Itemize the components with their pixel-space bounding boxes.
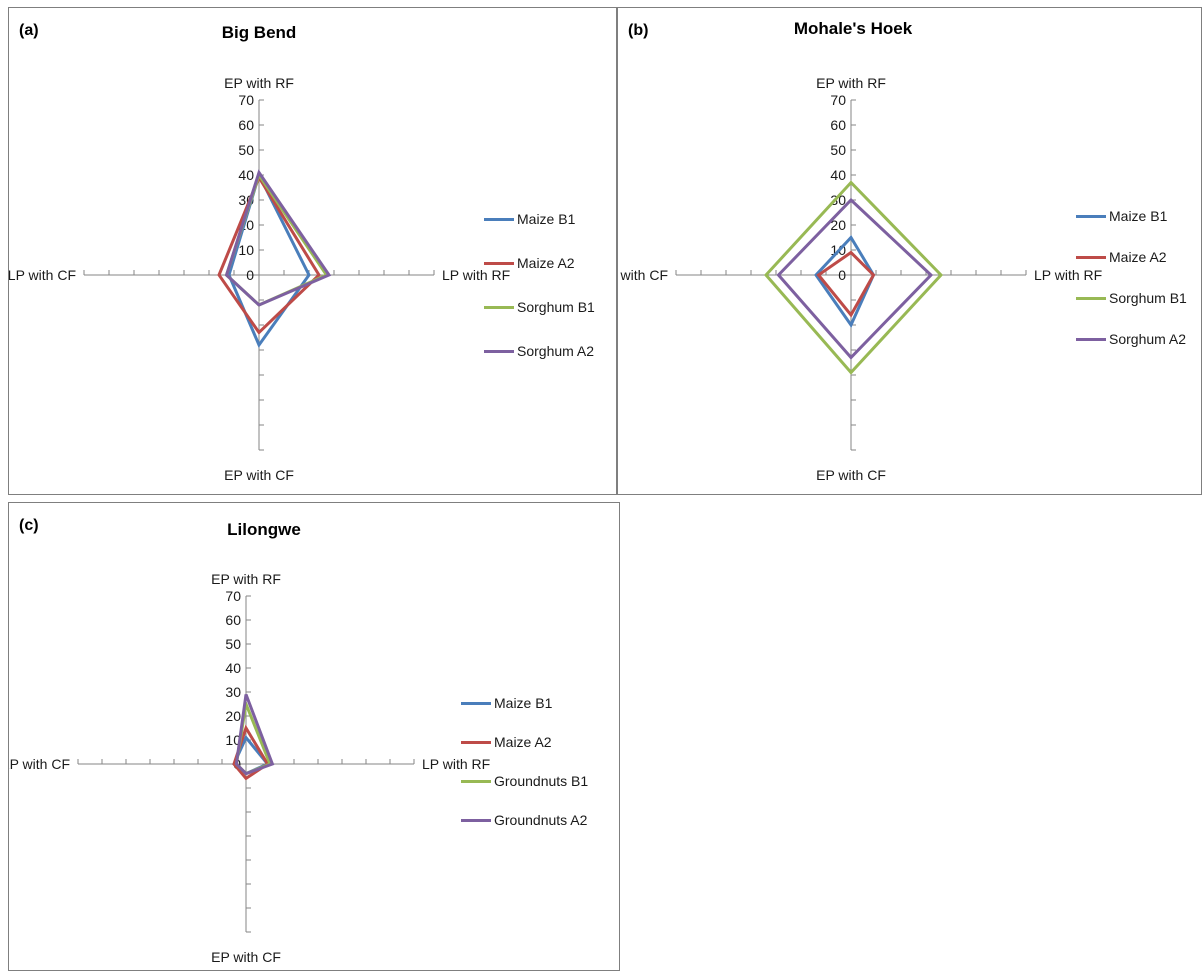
legend-label: Groundnuts B1 (494, 773, 589, 789)
legend-item: Sorghum B1 (1076, 290, 1187, 310)
axis-label-lp-with-rf: LP with RF (422, 756, 490, 772)
legend-item: Sorghum B1 (484, 299, 595, 319)
legend-item: Maize A2 (461, 734, 552, 754)
tick-label: 20 (225, 708, 241, 724)
legend-item: Groundnuts B1 (461, 773, 588, 793)
legend-swatch (1076, 255, 1106, 259)
axis-label-ep-with-rf: EP with RF (224, 75, 294, 91)
legend-swatch (484, 217, 514, 221)
axis-label-ep-with-cf: EP with CF (211, 949, 281, 965)
legend-swatch (461, 701, 491, 705)
legend-swatch (484, 261, 514, 265)
radar-panel-lilongwe: (c) Lilongwe 0 10 20 30 40 50 60 70 EP with RF LP… (8, 502, 620, 971)
tick-label: 50 (225, 636, 241, 652)
series-sorghum-a2 (776, 197, 934, 360)
series-groundnuts-a2 (234, 693, 275, 776)
legend-swatch (1076, 296, 1106, 300)
axis-label-ep-with-cf: EP with CF (816, 467, 886, 483)
axis-label-lp-with-cf: LP with CF (9, 267, 76, 283)
tick-label: 40 (238, 167, 254, 183)
legend-swatch (484, 349, 514, 353)
legend-swatch (461, 779, 491, 783)
axis-label-ep-with-cf: EP with CF (224, 467, 294, 483)
tick-label: 30 (225, 684, 241, 700)
radar-panel-mohales-hoek: (b) Mohale's Hoek 0 10 20 30 40 50 60 70 EP with… (617, 7, 1202, 495)
tick-label: 10 (238, 242, 254, 258)
axis-label-lp-with-rf: LP with RF (1034, 267, 1102, 283)
chart-title: Big Bend (221, 23, 297, 42)
axis-label-lp-with-rf: LP with RF (442, 267, 510, 283)
radar-panel-big-bend: (a) Big Bend 0 10 20 30 40 50 60 70 EP with RF LP… (8, 7, 617, 495)
legend-swatch (461, 818, 491, 822)
legend-label: Sorghum B1 (1109, 290, 1187, 306)
legend-label: Sorghum A2 (517, 343, 595, 359)
tick-label: 70 (830, 92, 846, 108)
panel-label: (c) (19, 517, 39, 534)
tick-label: 20 (830, 217, 846, 233)
tick-label: 30 (830, 192, 846, 208)
tick-label: 0 (246, 267, 254, 283)
panel-label: (a) (19, 22, 39, 39)
axis-label-ep-with-rf: EP with RF (211, 571, 281, 587)
axis-label-lp-with-cf: LP with CF (9, 756, 70, 772)
legend-label: Maize A2 (1109, 249, 1167, 265)
tick-label: 60 (830, 117, 846, 133)
tick-label: 50 (238, 142, 254, 158)
legend-label: Maize A2 (517, 255, 575, 271)
legend-item: Maize A2 (1076, 249, 1167, 269)
tick-label: 40 (225, 660, 241, 676)
legend-item: Groundnuts A2 (461, 812, 587, 832)
series-maize-a2 (816, 250, 876, 318)
tick-label: 10 (225, 732, 241, 748)
legend-item: Maize B1 (1076, 208, 1167, 228)
series-maize-b1 (814, 235, 876, 329)
chart-title: Mohale's Hoek (793, 19, 913, 38)
tick-label: 40 (830, 167, 846, 183)
chart-title: Lilongwe (227, 520, 301, 539)
legend-item: Maize A2 (484, 255, 575, 275)
panel-label: (b) (628, 22, 649, 39)
tick-label: 70 (225, 588, 241, 604)
legend-label: Maize B1 (494, 695, 553, 711)
tick-label: 60 (225, 612, 241, 628)
legend-label: Groundnuts A2 (494, 812, 588, 828)
legend-item: Maize B1 (484, 211, 575, 231)
tick-label: 70 (238, 92, 254, 108)
legend-label: Maize B1 (517, 211, 576, 227)
series-maize-b1 (227, 170, 311, 349)
tick-label: 0 (838, 267, 846, 283)
legend-label: Sorghum B1 (517, 299, 595, 315)
legend-swatch (461, 740, 491, 744)
series-maize-a2 (217, 174, 321, 335)
series-sorghum-b1 (763, 180, 944, 375)
axis-label-ep-with-rf: EP with RF (816, 75, 886, 91)
legend-item: Sorghum A2 (484, 343, 594, 363)
legend-label: Maize A2 (494, 734, 552, 750)
series-sorghum-a2 (224, 169, 332, 307)
tick-label: 60 (238, 117, 254, 133)
tick-label: 50 (830, 142, 846, 158)
legend-swatch (1076, 337, 1106, 341)
legend-label: Sorghum A2 (1109, 331, 1187, 347)
legend-item: Sorghum A2 (1076, 331, 1186, 351)
legend-swatch (484, 305, 514, 309)
legend-item: Maize B1 (461, 695, 552, 715)
legend-swatch (1076, 214, 1106, 218)
legend-label: Maize B1 (1109, 208, 1168, 224)
axis-label-lp-with-cf: LP with CF (618, 267, 668, 283)
